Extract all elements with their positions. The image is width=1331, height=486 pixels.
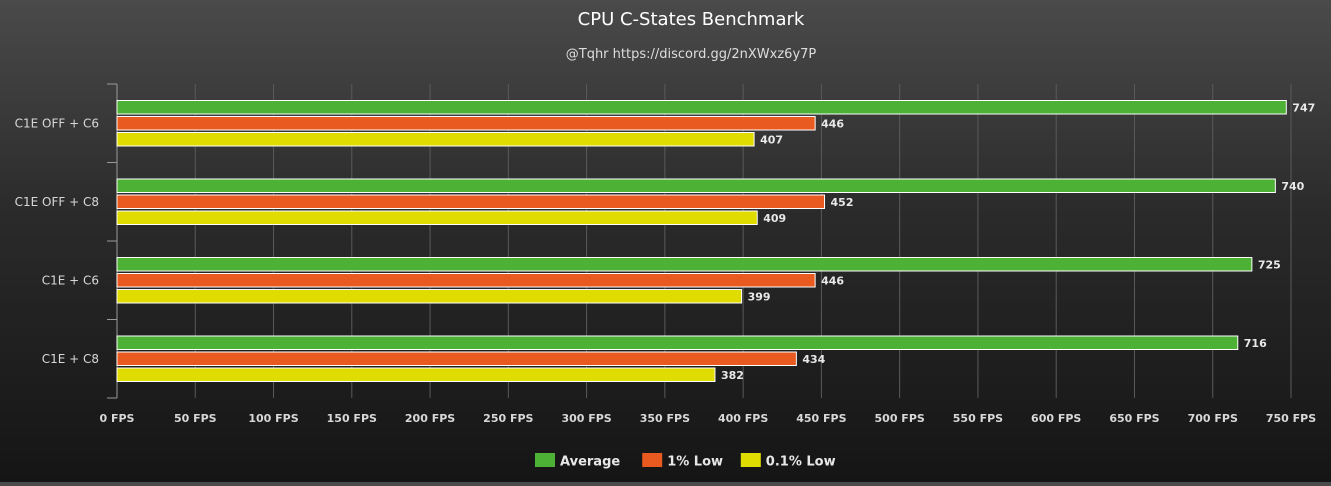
- x-tick-label: 500 FPS: [875, 412, 925, 425]
- bar: [116, 351, 797, 366]
- bar: [116, 100, 1287, 115]
- bar: [116, 132, 755, 147]
- x-tick-label: 0 FPS: [100, 412, 135, 425]
- bars: [116, 100, 1287, 382]
- legend-label: Average: [560, 455, 620, 470]
- x-tick-label: 300 FPS: [561, 412, 611, 425]
- legend-swatch: [535, 453, 555, 467]
- x-tick-label: 100 FPS: [248, 412, 298, 425]
- bar: [116, 289, 743, 304]
- data-label: 446: [821, 117, 844, 130]
- y-category-label: C1E OFF + C6: [15, 116, 99, 130]
- x-tick-label: 750 FPS: [1266, 412, 1316, 425]
- legend-item[interactable]: 1% Low: [642, 453, 723, 470]
- data-label: 446: [821, 274, 844, 287]
- bar: [116, 194, 826, 209]
- x-tick-label: 50 FPS: [174, 412, 217, 425]
- legend-swatch: [740, 453, 761, 467]
- data-label: 434: [802, 353, 825, 366]
- x-tick-label: 450 FPS: [796, 412, 846, 425]
- data-label: 740: [1281, 180, 1304, 193]
- legend[interactable]: Average 1% Low 0.1% Low: [535, 453, 836, 470]
- bar: [116, 210, 758, 225]
- bar: [116, 367, 716, 382]
- data-labels: 747 446 407 740 452 409 725 446 399 716 434 382: [721, 101, 1315, 382]
- legend-item[interactable]: Average: [535, 453, 620, 470]
- bar: [116, 178, 1276, 193]
- bar: [116, 273, 816, 288]
- data-label: 725: [1258, 258, 1281, 271]
- x-tick-label: 650 FPS: [1109, 412, 1159, 425]
- x-tick-label: 550 FPS: [953, 412, 1003, 425]
- y-category-label: C1E + C6: [42, 273, 99, 287]
- x-tick-label: 150 FPS: [327, 412, 377, 425]
- data-label: 747: [1292, 101, 1315, 114]
- axes: 0 FPS 50 FPS 100 FPS 150 FPS 200 FPS 250 FPS 3…: [15, 83, 1316, 425]
- chart-title: CPU C-States Benchmark: [578, 9, 805, 30]
- y-category-label: C1E OFF + C8: [15, 195, 99, 209]
- data-label: 409: [763, 212, 786, 225]
- data-label: 452: [831, 196, 854, 209]
- data-label: 716: [1244, 337, 1267, 350]
- x-tick-label: 350 FPS: [640, 412, 690, 425]
- y-category-label: C1E + C8: [42, 352, 99, 366]
- bar: [116, 257, 1253, 272]
- x-tick-label: 600 FPS: [1031, 412, 1081, 425]
- legend-label: 0.1% Low: [766, 455, 836, 470]
- x-tick-label: 200 FPS: [405, 412, 455, 425]
- legend-swatch: [642, 453, 663, 467]
- legend-item[interactable]: 0.1% Low: [740, 453, 836, 470]
- x-tick-label: 700 FPS: [1188, 412, 1238, 425]
- bar: [116, 335, 1239, 350]
- x-tick-label: 400 FPS: [718, 412, 768, 425]
- x-tick-label: 250 FPS: [483, 412, 533, 425]
- data-label: 382: [721, 369, 744, 382]
- bar: [116, 116, 816, 131]
- legend-label: 1% Low: [667, 455, 723, 470]
- data-label: 407: [760, 133, 783, 146]
- data-label: 399: [748, 290, 771, 303]
- chart-subtitle: @Tqhr https://discord.gg/2nXWxz6y7P: [566, 47, 817, 62]
- grid-lines: [194, 84, 1292, 398]
